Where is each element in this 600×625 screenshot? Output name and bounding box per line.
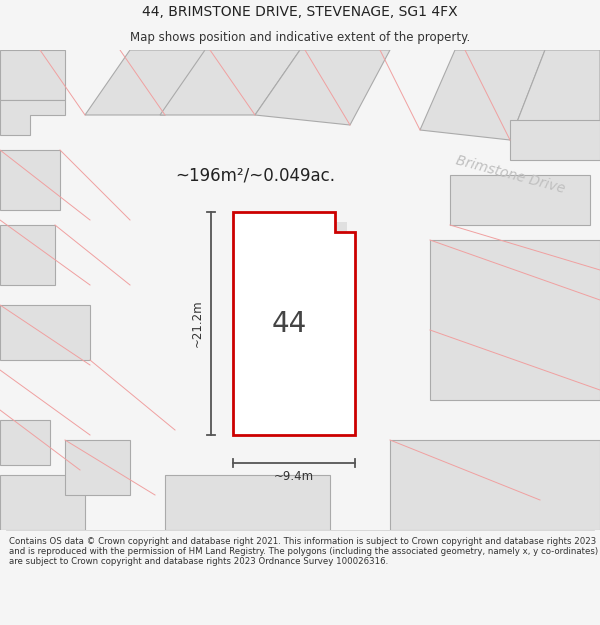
Polygon shape (390, 440, 600, 530)
Polygon shape (0, 150, 60, 210)
Polygon shape (0, 420, 50, 465)
Polygon shape (0, 50, 65, 100)
Text: Contains OS data © Crown copyright and database right 2021. This information is : Contains OS data © Crown copyright and d… (9, 537, 598, 566)
Polygon shape (0, 475, 85, 530)
Polygon shape (160, 50, 300, 115)
Text: ~9.4m: ~9.4m (274, 471, 314, 484)
Polygon shape (450, 175, 590, 225)
Polygon shape (510, 50, 600, 145)
Polygon shape (85, 50, 210, 115)
Text: Brimstone Drive: Brimstone Drive (454, 154, 566, 196)
Polygon shape (0, 100, 65, 135)
Polygon shape (0, 225, 55, 285)
Text: 44: 44 (271, 309, 307, 338)
Polygon shape (255, 50, 390, 125)
Text: 44, BRIMSTONE DRIVE, STEVENAGE, SG1 4FX: 44, BRIMSTONE DRIVE, STEVENAGE, SG1 4FX (142, 6, 458, 19)
Polygon shape (420, 50, 545, 140)
Polygon shape (0, 305, 90, 360)
Polygon shape (241, 222, 347, 420)
Polygon shape (65, 440, 130, 495)
Text: Map shows position and indicative extent of the property.: Map shows position and indicative extent… (130, 31, 470, 44)
Text: ~196m²/~0.049ac.: ~196m²/~0.049ac. (175, 166, 335, 184)
Polygon shape (233, 212, 355, 435)
Polygon shape (430, 240, 600, 400)
Polygon shape (165, 475, 330, 530)
Polygon shape (510, 120, 600, 160)
Text: ~21.2m: ~21.2m (191, 299, 203, 348)
